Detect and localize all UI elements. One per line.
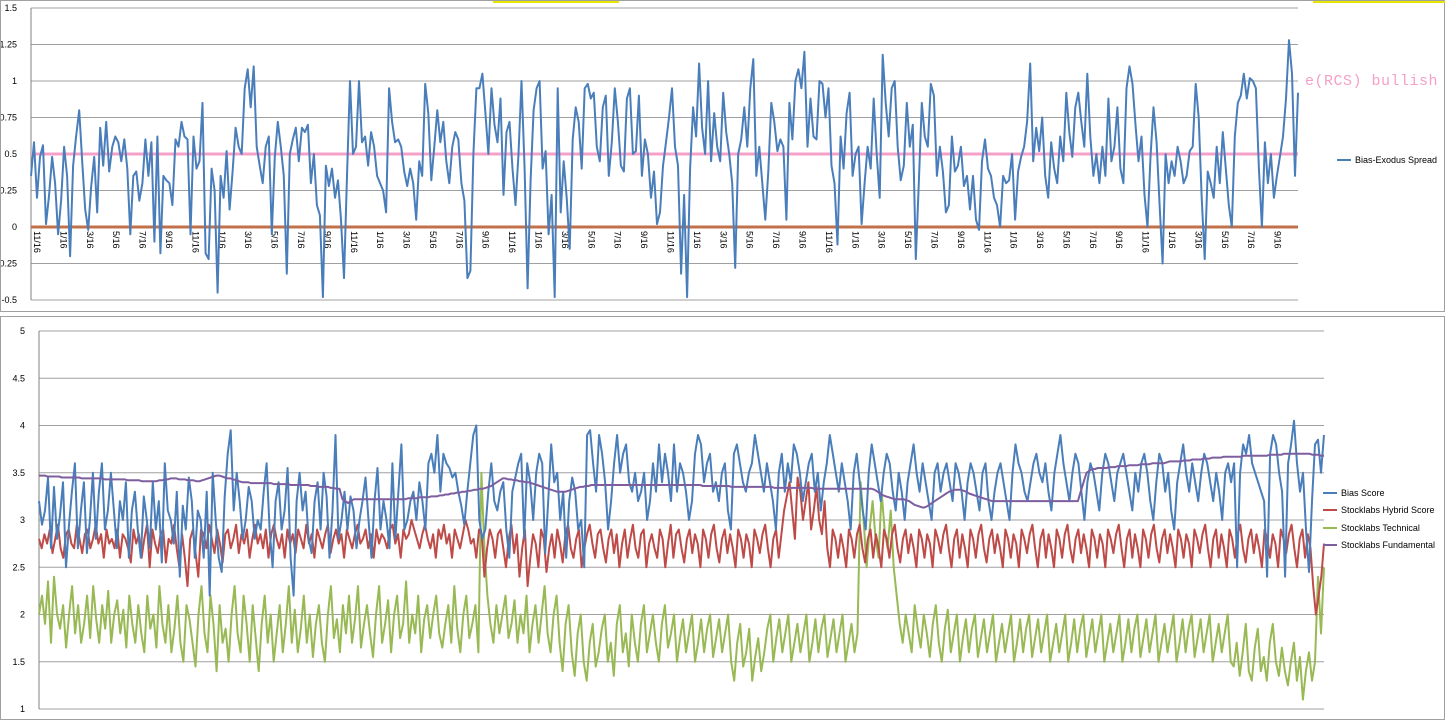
x-tick-label: 9/16 [481, 231, 491, 249]
legend-swatch [1323, 526, 1337, 529]
x-tick-label: 3/16 [1035, 231, 1045, 249]
x-tick-label: 7/16 [929, 231, 939, 249]
x-tick-label: 11/16 [349, 231, 359, 253]
x-tick-label: 5/16 [1220, 231, 1230, 249]
y-tick-label: 5 [20, 326, 25, 336]
legend-item-stocklabs-fundamental: Stocklabs Fundamental [1323, 537, 1435, 555]
x-tick-label: 7/16 [613, 231, 623, 249]
x-tick-label: 3/16 [560, 231, 570, 249]
spread-chart-svg: -0.5 -0.25 0 0.25 0.5 0.75 1 1.25 1.5 11/16 1/16 3/… [1, 3, 1299, 305]
y-tick-label: 1 [12, 76, 17, 86]
x-tick-label: 11/16 [190, 231, 200, 253]
x-tick-label: 7/16 [296, 231, 306, 249]
x-tick-label: 1/16 [850, 231, 860, 249]
y-tick-label: 4.5 [12, 373, 25, 383]
y-axis-tick-labels: 1 1.5 2 2.5 3 3.5 4 4.5 5 [12, 326, 25, 714]
x-tick-label: 9/16 [322, 231, 332, 249]
scores-chart-legend: Bias Score Stocklabs Hybrid Score Stocklab… [1323, 484, 1435, 554]
x-tick-label: 1/16 [217, 231, 227, 249]
series-line-stocklabs-technical [38, 471, 1325, 701]
x-tick-label: 5/16 [745, 231, 755, 249]
x-tick-label: 7/16 [1246, 231, 1256, 249]
x-tick-label: 5/16 [428, 231, 438, 249]
x-tick-label: 1/16 [534, 231, 544, 249]
y-tick-label: -0.5 [1, 295, 17, 305]
y-tick-label: 2 [20, 610, 25, 620]
x-tick-label: 11/16 [666, 231, 676, 253]
x-tick-label: 1/16 [692, 231, 702, 249]
x-tick-label: 7/16 [454, 231, 464, 249]
legend-label: Stocklabs Hybrid Score [1341, 505, 1435, 516]
x-tick-label: 11/16 [1141, 231, 1151, 253]
x-tick-label: 9/16 [639, 231, 649, 249]
legend-swatch [1323, 544, 1337, 547]
x-tick-label: 1/16 [1167, 231, 1177, 249]
legend-swatch [1323, 509, 1337, 512]
x-tick-label: 1/16 [58, 231, 68, 249]
y-tick-label: 1 [20, 704, 25, 714]
y-tick-label: 2.5 [12, 562, 25, 572]
x-tick-label: 5/16 [586, 231, 596, 249]
scores-chart-panel: 1 1.5 2 2.5 3 3.5 4 4.5 5 Bias Score Stocklabs Hy… [0, 316, 1445, 720]
spread-chart-legend: Bias-Exodus Spread [1337, 151, 1437, 169]
x-axis-tick-labels: 11/16 1/16 3/16 5/16 7/16 9/16 11/16 1/16 3/16 5/… [32, 231, 1283, 253]
series-line-bias-exodus-spread [30, 39, 1299, 299]
legend-label: Bias Score [1341, 487, 1385, 498]
x-tick-label: 1/16 [1009, 231, 1019, 249]
y-tick-label: 0.5 [4, 149, 17, 159]
series-line-stocklabs-hybrid-score [38, 476, 1325, 616]
x-tick-label: 3/16 [243, 231, 253, 249]
y-tick-label: 1.25 [1, 40, 17, 50]
x-tick-label: 5/16 [1061, 231, 1071, 249]
legend-item-stocklabs-technical: Stocklabs Technical [1323, 519, 1435, 537]
y-tick-label: 4 [20, 421, 25, 431]
y-tick-label: 0.25 [1, 186, 17, 196]
top-accent-bar-left [493, 1, 619, 3]
x-tick-label: 3/16 [718, 231, 728, 249]
y-tick-label: 1.5 [12, 657, 25, 667]
x-tick-label: 11/16 [982, 231, 992, 253]
y-tick-label: 0.75 [1, 113, 17, 123]
y-axis-tick-labels: -0.5 -0.25 0 0.25 0.5 0.75 1 1.25 1.5 [1, 3, 17, 305]
x-tick-label: 5/16 [270, 231, 280, 249]
y-tick-label: 0 [12, 222, 17, 232]
legend-item-stocklabs-hybrid-score: Stocklabs Hybrid Score [1323, 502, 1435, 520]
overlay-annotation: e(RCS) bullish [1305, 73, 1439, 90]
legend-label: Stocklabs Technical [1341, 522, 1420, 533]
x-tick-label: 1/16 [375, 231, 385, 249]
y-tick-label: -0.25 [1, 259, 17, 269]
legend-label: Stocklabs Fundamental [1341, 540, 1436, 551]
legend-swatch [1323, 491, 1337, 494]
legend-item-bias-score: Bias Score [1323, 484, 1435, 502]
x-tick-label: 7/16 [771, 231, 781, 249]
x-tick-label: 9/16 [1273, 231, 1283, 249]
scores-chart-svg: 1 1.5 2 2.5 3 3.5 4 4.5 5 [12, 326, 1325, 714]
x-tick-label: 9/16 [164, 231, 174, 249]
x-tick-label: 3/16 [85, 231, 95, 249]
top-accent-bar-right [1313, 1, 1445, 3]
x-tick-label: 11/16 [824, 231, 834, 253]
y-tick-label: 3 [20, 515, 25, 525]
x-tick-label: 9/16 [956, 231, 966, 249]
spread-chart-panel: -0.5 -0.25 0 0.25 0.5 0.75 1 1.25 1.5 11/16 1/16 3/… [0, 0, 1445, 312]
x-tick-label: 11/16 [32, 231, 42, 253]
grid-lines [39, 330, 1324, 710]
x-tick-label: 3/16 [402, 231, 412, 249]
legend-item-bias-exodus-spread: Bias-Exodus Spread [1337, 151, 1437, 169]
x-tick-label: 5/16 [903, 231, 913, 249]
x-tick-label: 5/16 [111, 231, 121, 249]
x-tick-label: 9/16 [797, 231, 807, 249]
x-tick-label: 3/16 [877, 231, 887, 249]
series-line-stocklabs-fundamental [39, 452, 1324, 509]
y-tick-label: 1.5 [4, 3, 17, 13]
x-tick-label: 9/16 [1114, 231, 1124, 249]
x-tick-label: 7/16 [138, 231, 148, 249]
x-tick-label: 7/16 [1088, 231, 1098, 249]
series-line-bias-score [38, 419, 1325, 597]
y-tick-label: 3.5 [12, 468, 25, 478]
x-tick-label: 11/16 [507, 231, 517, 253]
legend-swatch [1337, 158, 1351, 161]
x-tick-label: 3/16 [1193, 231, 1203, 249]
legend-label: Bias-Exodus Spread [1355, 154, 1438, 165]
